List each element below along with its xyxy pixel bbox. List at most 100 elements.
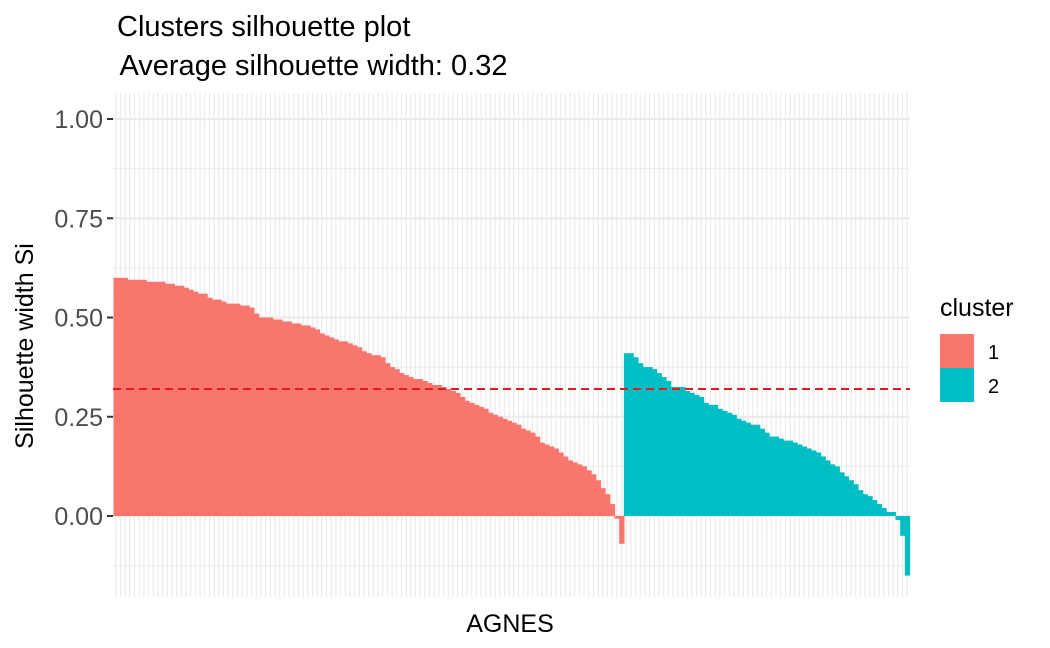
bar-cluster-1 bbox=[258, 317, 264, 516]
bar-cluster-2 bbox=[773, 436, 780, 516]
bar-cluster-1 bbox=[502, 418, 508, 516]
bar-cluster-1 bbox=[408, 377, 414, 516]
bar-cluster-2 bbox=[759, 428, 765, 516]
bar-cluster-2 bbox=[689, 392, 695, 516]
bar-cluster-1 bbox=[516, 424, 522, 516]
bar-cluster-1 bbox=[483, 408, 489, 516]
bar-cluster-1 bbox=[169, 283, 175, 516]
bar-cluster-1 bbox=[211, 299, 218, 516]
bar-cluster-2 bbox=[651, 369, 658, 516]
bar-cluster-2 bbox=[623, 353, 630, 516]
bar-cluster-1 bbox=[319, 333, 325, 516]
bar-cluster-1 bbox=[328, 337, 335, 516]
bar-cluster-1 bbox=[417, 379, 424, 516]
bar-cluster-1 bbox=[300, 325, 307, 516]
bar-cluster-2 bbox=[670, 386, 676, 516]
bar-cluster-2 bbox=[745, 422, 751, 516]
bar-cluster-1 bbox=[310, 327, 316, 516]
bar-cluster-1 bbox=[441, 386, 447, 516]
bar-cluster-1 bbox=[525, 430, 531, 516]
bar-cluster-1 bbox=[155, 281, 161, 516]
chart-subtitle: Average silhouette width: 0.32 bbox=[113, 50, 507, 82]
bar-cluster-2 bbox=[881, 508, 887, 516]
bar-cluster-1 bbox=[356, 347, 363, 516]
bar-cluster-1 bbox=[567, 460, 573, 516]
y-tick-label: 0.25 bbox=[54, 404, 103, 432]
bar-cluster-1 bbox=[436, 384, 442, 516]
chart-title: Clusters silhouette plot bbox=[117, 11, 410, 43]
bar-cluster-2 bbox=[769, 436, 775, 516]
bar-cluster-1 bbox=[544, 444, 550, 516]
bar-cluster-2 bbox=[637, 363, 644, 516]
bar-cluster-1 bbox=[577, 464, 583, 516]
bar-cluster-1 bbox=[132, 279, 138, 516]
bar-cluster-1 bbox=[127, 279, 133, 516]
bar-cluster-1 bbox=[520, 428, 527, 516]
bar-cluster-1 bbox=[244, 305, 250, 516]
bar-cluster-2 bbox=[904, 516, 911, 576]
bar-cluster-2 bbox=[722, 410, 728, 516]
bar-cluster-1 bbox=[179, 285, 185, 516]
y-tick-label: 1.00 bbox=[54, 106, 103, 134]
bar-cluster-2 bbox=[736, 418, 742, 516]
legend-key-1 bbox=[940, 334, 974, 368]
bar-cluster-1 bbox=[366, 353, 372, 516]
bar-cluster-1 bbox=[371, 355, 377, 516]
bar-cluster-1 bbox=[380, 357, 386, 516]
bar-cluster-1 bbox=[553, 448, 559, 516]
bar-cluster-2 bbox=[792, 442, 798, 516]
bar-cluster-2 bbox=[815, 452, 822, 516]
bar-cluster-2 bbox=[862, 494, 868, 516]
bar-cluster-2 bbox=[694, 394, 700, 516]
bar-cluster-1 bbox=[197, 293, 204, 516]
bar-cluster-2 bbox=[712, 404, 719, 516]
bar-cluster-1 bbox=[122, 277, 129, 516]
bar-cluster-1 bbox=[249, 307, 255, 516]
bar-cluster-1 bbox=[216, 299, 222, 516]
bar-cluster-2 bbox=[703, 402, 709, 516]
bar-cluster-1 bbox=[160, 281, 166, 516]
bar-cluster-2 bbox=[797, 444, 803, 516]
bar-cluster-1 bbox=[474, 404, 480, 516]
bar-cluster-1 bbox=[600, 488, 606, 516]
bar-cluster-1 bbox=[464, 400, 470, 516]
bar-cluster-2 bbox=[731, 414, 737, 516]
bar-cluster-1 bbox=[394, 369, 400, 516]
bar-cluster-1 bbox=[399, 373, 405, 516]
bar-cluster-2 bbox=[834, 466, 840, 517]
bar-cluster-1 bbox=[193, 291, 199, 516]
bar-cluster-1 bbox=[263, 317, 269, 516]
bar-cluster-1 bbox=[225, 303, 232, 516]
bar-cluster-2 bbox=[656, 373, 662, 516]
bar-cluster-1 bbox=[235, 303, 241, 516]
bar-cluster-1 bbox=[492, 414, 499, 516]
bar-cluster-2 bbox=[778, 438, 784, 516]
bar-cluster-2 bbox=[843, 476, 850, 516]
bar-cluster-1 bbox=[534, 436, 541, 516]
bar-cluster-1 bbox=[207, 297, 213, 516]
bar-cluster-1 bbox=[314, 329, 321, 516]
bar-cluster-2 bbox=[633, 357, 639, 516]
bar-cluster-2 bbox=[811, 450, 817, 516]
bar-cluster-2 bbox=[820, 456, 826, 516]
bar-cluster-2 bbox=[801, 446, 808, 516]
bar-cluster-2 bbox=[853, 484, 859, 516]
bar-cluster-1 bbox=[352, 345, 358, 516]
bar-cluster-1 bbox=[338, 341, 344, 516]
bar-cluster-1 bbox=[183, 287, 189, 516]
bar-cluster-1 bbox=[141, 279, 147, 516]
bar-cluster-2 bbox=[829, 464, 836, 516]
legend-label-2: 2 bbox=[988, 376, 999, 398]
bar-cluster-1 bbox=[333, 339, 339, 516]
bar-cluster-1 bbox=[239, 305, 246, 516]
bar-cluster-1 bbox=[146, 281, 152, 516]
bar-cluster-2 bbox=[717, 408, 723, 516]
legend: cluster 1 2 bbox=[940, 294, 1014, 402]
bar-cluster-2 bbox=[895, 516, 901, 520]
bar-cluster-1 bbox=[403, 375, 410, 516]
bar-cluster-1 bbox=[427, 383, 433, 516]
bar-cluster-1 bbox=[361, 351, 367, 516]
bar-cluster-2 bbox=[675, 386, 681, 516]
legend-key-2 bbox=[940, 368, 974, 402]
